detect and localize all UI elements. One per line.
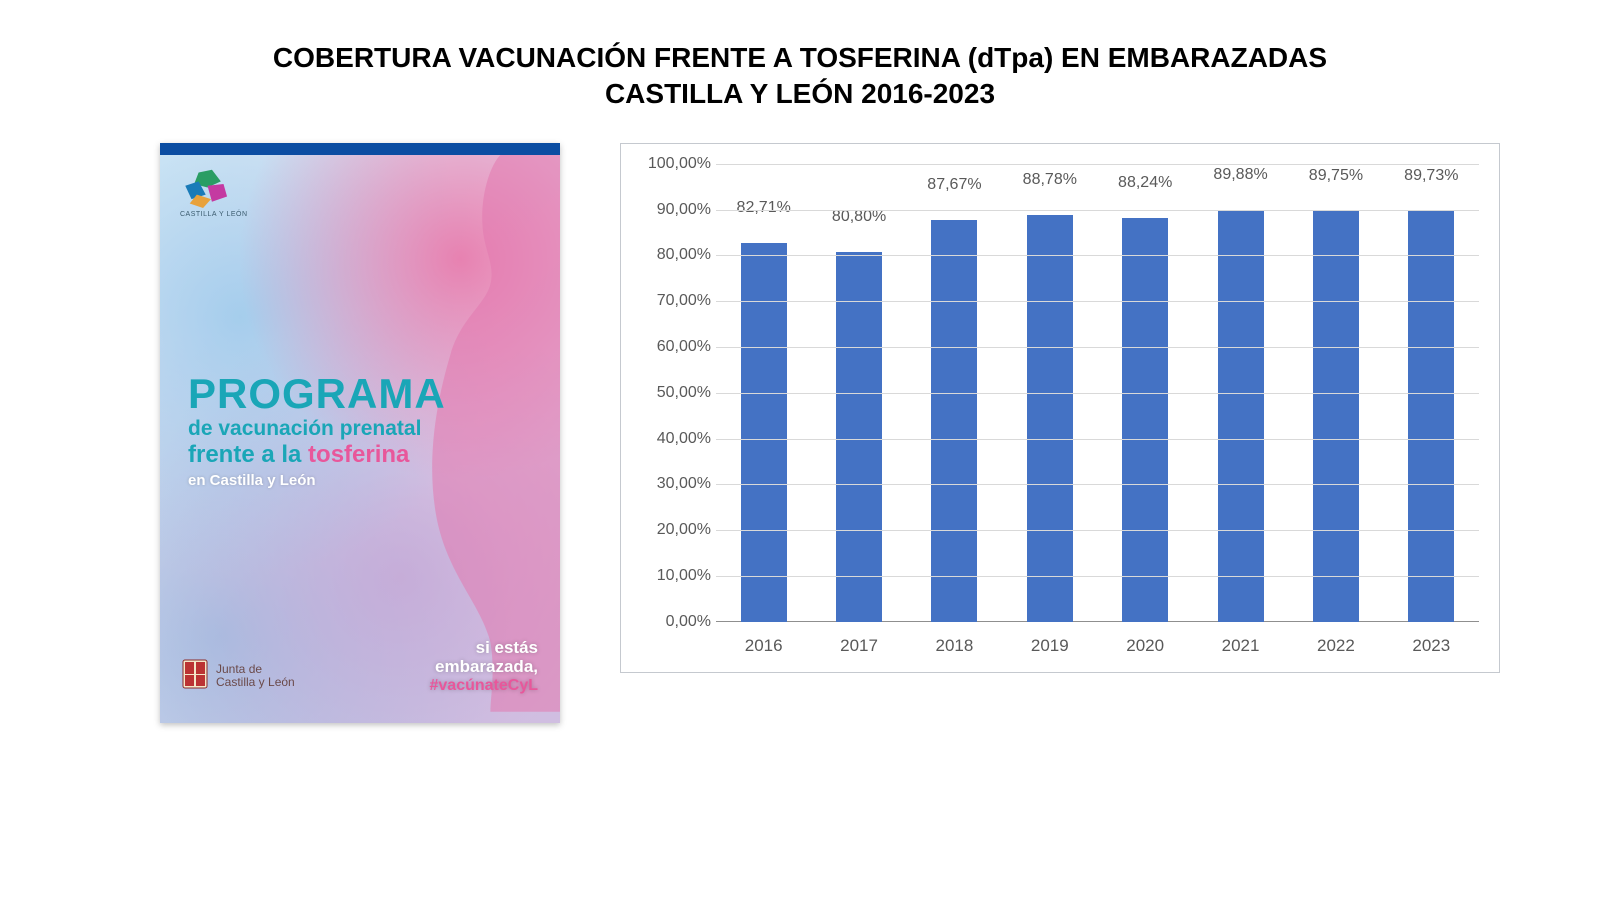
bar-rect <box>741 243 787 622</box>
chart-y-tick-label: 50,00% <box>657 384 711 402</box>
chart-gridline <box>716 301 1479 302</box>
chart-gridline <box>716 164 1479 165</box>
chart-gridline <box>716 393 1479 394</box>
poster-logo-label: CASTILLA Y LEÓN <box>180 211 248 218</box>
bar-value-label: 89,73% <box>1404 167 1458 189</box>
content-row: CASTILLA Y LEÓN PROGRAMA de vacunación p… <box>0 133 1600 723</box>
chart-gridline <box>716 576 1479 577</box>
cyl-logo-icon <box>180 168 235 208</box>
chart-y-tick-label: 30,00% <box>657 475 711 493</box>
bar-value-label: 80,80% <box>832 208 886 230</box>
poster-topbar <box>160 143 560 155</box>
chart-y-tick-label: 0,00% <box>666 613 711 631</box>
chart-x-tick-label: 2016 <box>716 636 811 656</box>
poster-frente-pre: frente a la <box>188 441 308 468</box>
coverage-bar-chart: 82,71%80,80%87,67%88,78%88,24%89,88%89,7… <box>620 143 1500 673</box>
poster-frente-highlight: tosferina <box>308 441 409 468</box>
junta-line1: Junta de <box>216 663 295 676</box>
junta-text: Junta de Castilla y León <box>216 663 295 689</box>
chart-gridline <box>716 347 1479 348</box>
chart-y-tick-label: 60,00% <box>657 338 711 356</box>
chart-x-tick-label: 2018 <box>907 636 1002 656</box>
bar-rect <box>836 252 882 622</box>
chart-x-tick-label: 2019 <box>1002 636 1097 656</box>
chart-y-tick-label: 90,00% <box>657 201 711 219</box>
poster-programa: PROGRAMA <box>188 373 540 415</box>
poster-frente: frente a la tosferina <box>188 442 540 468</box>
chart-gridline <box>716 210 1479 211</box>
chart-y-tick-label: 70,00% <box>657 292 711 310</box>
chart-x-tick-label: 2023 <box>1384 636 1479 656</box>
poster-region: en Castilla y León <box>188 472 540 489</box>
chart-gridline <box>716 484 1479 485</box>
page-title-block: COBERTURA VACUNACIÓN FRENTE A TOSFERINA … <box>0 0 1600 133</box>
junta-line2: Castilla y León <box>216 676 295 689</box>
title-line-2: CASTILLA Y LEÓN 2016-2023 <box>0 76 1600 112</box>
program-poster: CASTILLA Y LEÓN PROGRAMA de vacunación p… <box>160 143 560 723</box>
bar-rect <box>1408 211 1454 622</box>
bar-rect <box>1027 215 1073 622</box>
bar-rect <box>931 220 977 622</box>
bar-rect <box>1218 210 1264 622</box>
poster-headline-block: PROGRAMA de vacunación prenatal frente a… <box>188 373 540 489</box>
bar-value-label: 87,67% <box>927 176 981 198</box>
chart-y-tick-label: 40,00% <box>657 430 711 448</box>
bar-rect <box>1122 218 1168 622</box>
poster-hashtag: #vacúnateCyL <box>430 677 539 695</box>
poster-sub: de vacunación prenatal <box>188 417 540 440</box>
bar-rect <box>1313 211 1359 622</box>
chart-x-tick-label: 2022 <box>1288 636 1383 656</box>
chart-x-tick-label: 2017 <box>811 636 906 656</box>
chart-x-tick-label: 2020 <box>1098 636 1193 656</box>
chart-y-tick-label: 80,00% <box>657 246 711 264</box>
chart-y-tick-label: 20,00% <box>657 521 711 539</box>
chart-y-tick-label: 100,00% <box>648 155 711 173</box>
bar-value-label: 88,78% <box>1023 171 1077 193</box>
chart-x-labels: 20162017201820192020202120222023 <box>716 636 1479 656</box>
title-line-1: COBERTURA VACUNACIÓN FRENTE A TOSFERINA … <box>0 40 1600 76</box>
chart-gridline <box>716 530 1479 531</box>
bar-value-label: 88,24% <box>1118 174 1172 196</box>
chart-x-tick-label: 2021 <box>1193 636 1288 656</box>
bar-value-label: 89,75% <box>1309 167 1363 189</box>
chart-gridline <box>716 439 1479 440</box>
chart-gridline <box>716 255 1479 256</box>
poster-cta-line1: si estás <box>430 638 539 658</box>
poster-cta-line2: embarazada, <box>430 657 539 677</box>
poster-cta-block: si estás embarazada, #vacúnateCyL <box>430 638 539 695</box>
chart-y-tick-label: 10,00% <box>657 567 711 585</box>
bar-value-label: 89,88% <box>1213 166 1267 188</box>
chart-plot-area: 82,71%80,80%87,67%88,78%88,24%89,88%89,7… <box>716 164 1479 622</box>
junta-shield-icon <box>182 659 208 693</box>
junta-block: Junta de Castilla y León <box>182 659 295 693</box>
